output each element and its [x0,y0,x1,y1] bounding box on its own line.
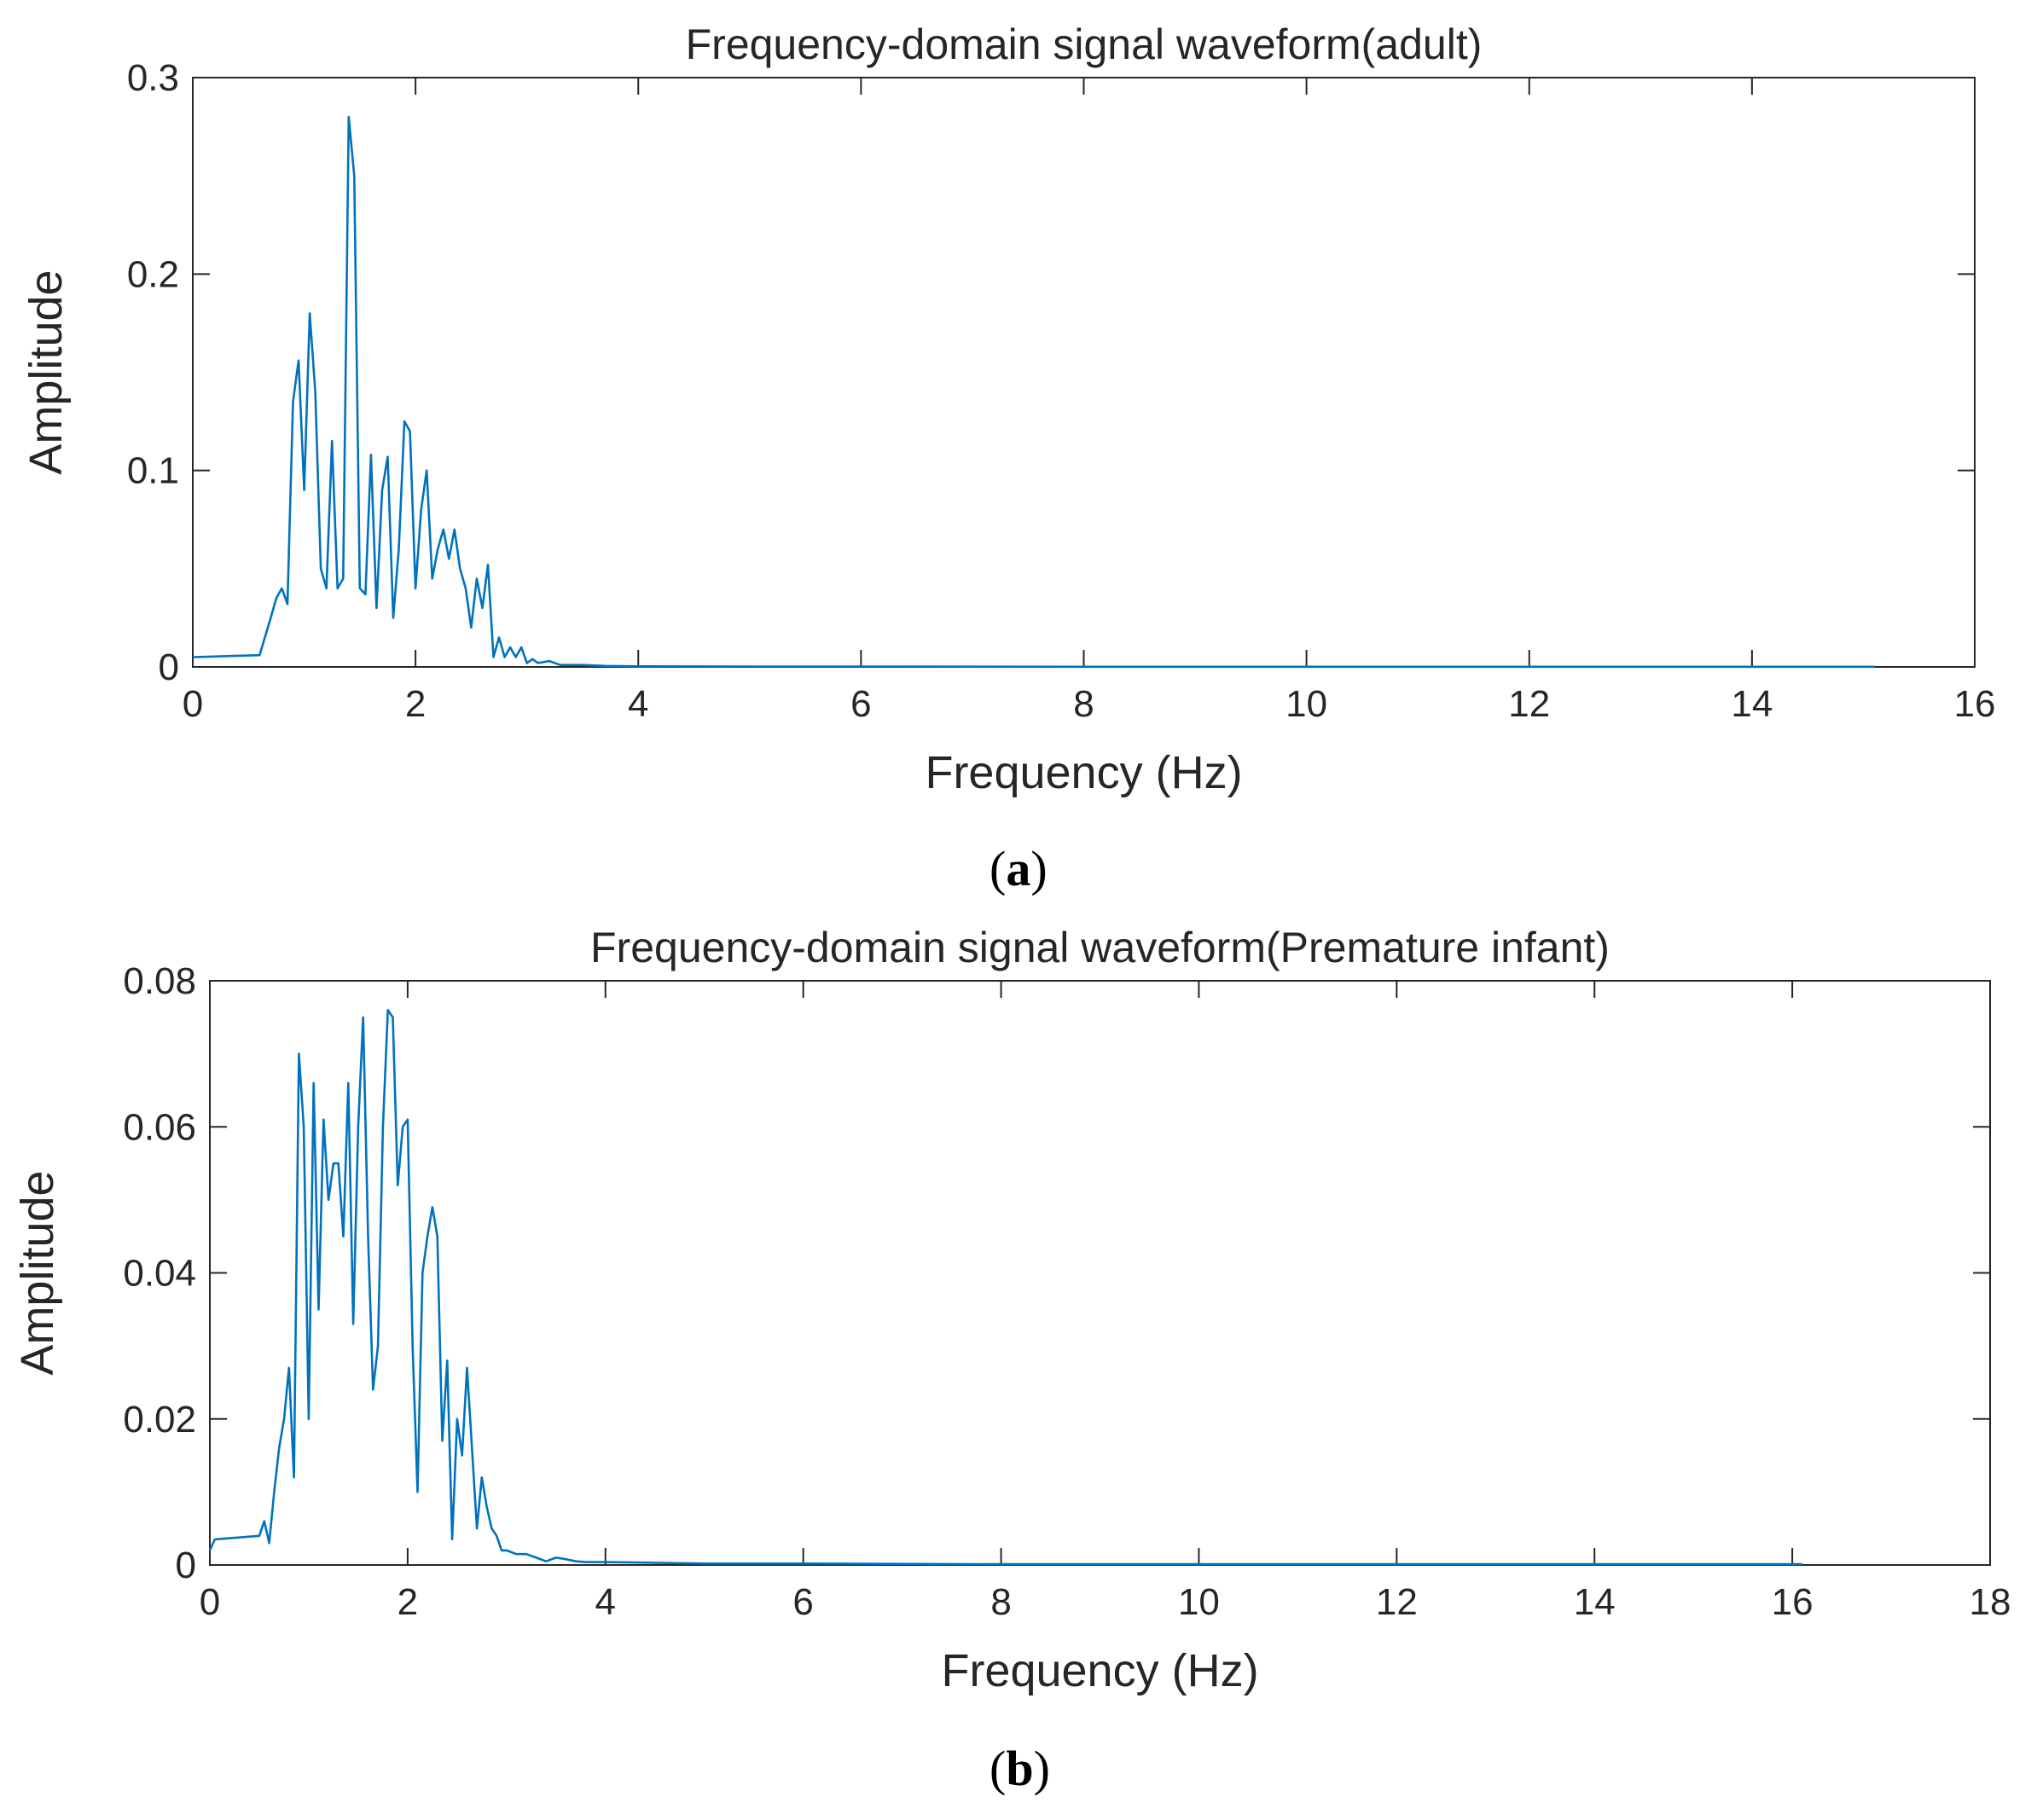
x-tick-label: 14 [1574,1581,1616,1623]
chart-panel-adult: 0 2 4 6 8 10 12 14 16 0 0.1 0.2 0.3 Frequency-domain … [20,20,1995,798]
x-tick-label: 18 [1970,1581,2011,1623]
y-tick-label: 0.04 [123,1253,196,1295]
x-tick-label: 10 [1285,683,1327,725]
chart-panel-premature-infant: 0 2 4 6 8 10 12 14 16 18 0 0.02 0.04 0.06 0.08 Frequenc… [12,924,2011,1696]
x-tick-label: 4 [595,1581,616,1623]
x-tick-label: 2 [398,1581,418,1623]
x-tick-label: 6 [850,683,871,725]
x-axis-label: Frequency (Hz) [925,747,1242,798]
y-tick-label: 0.2 [127,253,179,295]
x-axis-label: Frequency (Hz) [941,1645,1258,1696]
x-tick-label: 12 [1376,1581,1418,1623]
panel-label-b: (b) [989,1741,1050,1796]
x-tick-label: 4 [628,683,648,725]
y-tick-label: 0 [159,646,179,688]
y-tick-label: 0.3 [127,57,179,99]
x-tick-label: 6 [792,1581,813,1623]
x-tick-label: 0 [183,683,203,725]
x-tick-label: 2 [405,683,426,725]
x-tick-label: 8 [1073,683,1094,725]
series-line [192,115,1875,669]
series-line [208,1009,1802,1566]
y-tick-label: 0.06 [123,1106,196,1148]
chart-title: Frequency-domain signal waveform(adult) [686,20,1483,68]
panel-label-a: (a) [989,841,1048,896]
y-axis-label: Amplitude [20,270,72,474]
x-tick-label: 0 [200,1581,220,1623]
x-tick-label: 16 [1772,1581,1814,1623]
axes-box [192,77,1976,668]
y-tick-label: 0.08 [123,960,196,1002]
x-tick-label: 8 [990,1581,1011,1623]
x-tick-label: 14 [1731,683,1773,725]
x-tick-label: 12 [1508,683,1550,725]
axes-box [209,980,1991,1566]
chart-title: Frequency-domain signal waveform(Prematu… [590,924,1610,971]
y-tick-label: 0 [176,1545,196,1586]
y-axis-label: Amplitude [12,1170,63,1375]
x-tick-label: 10 [1178,1581,1220,1623]
x-tick-label: 16 [1954,683,1996,725]
y-tick-label: 0.02 [123,1399,196,1440]
y-tick-label: 0.1 [127,450,179,492]
